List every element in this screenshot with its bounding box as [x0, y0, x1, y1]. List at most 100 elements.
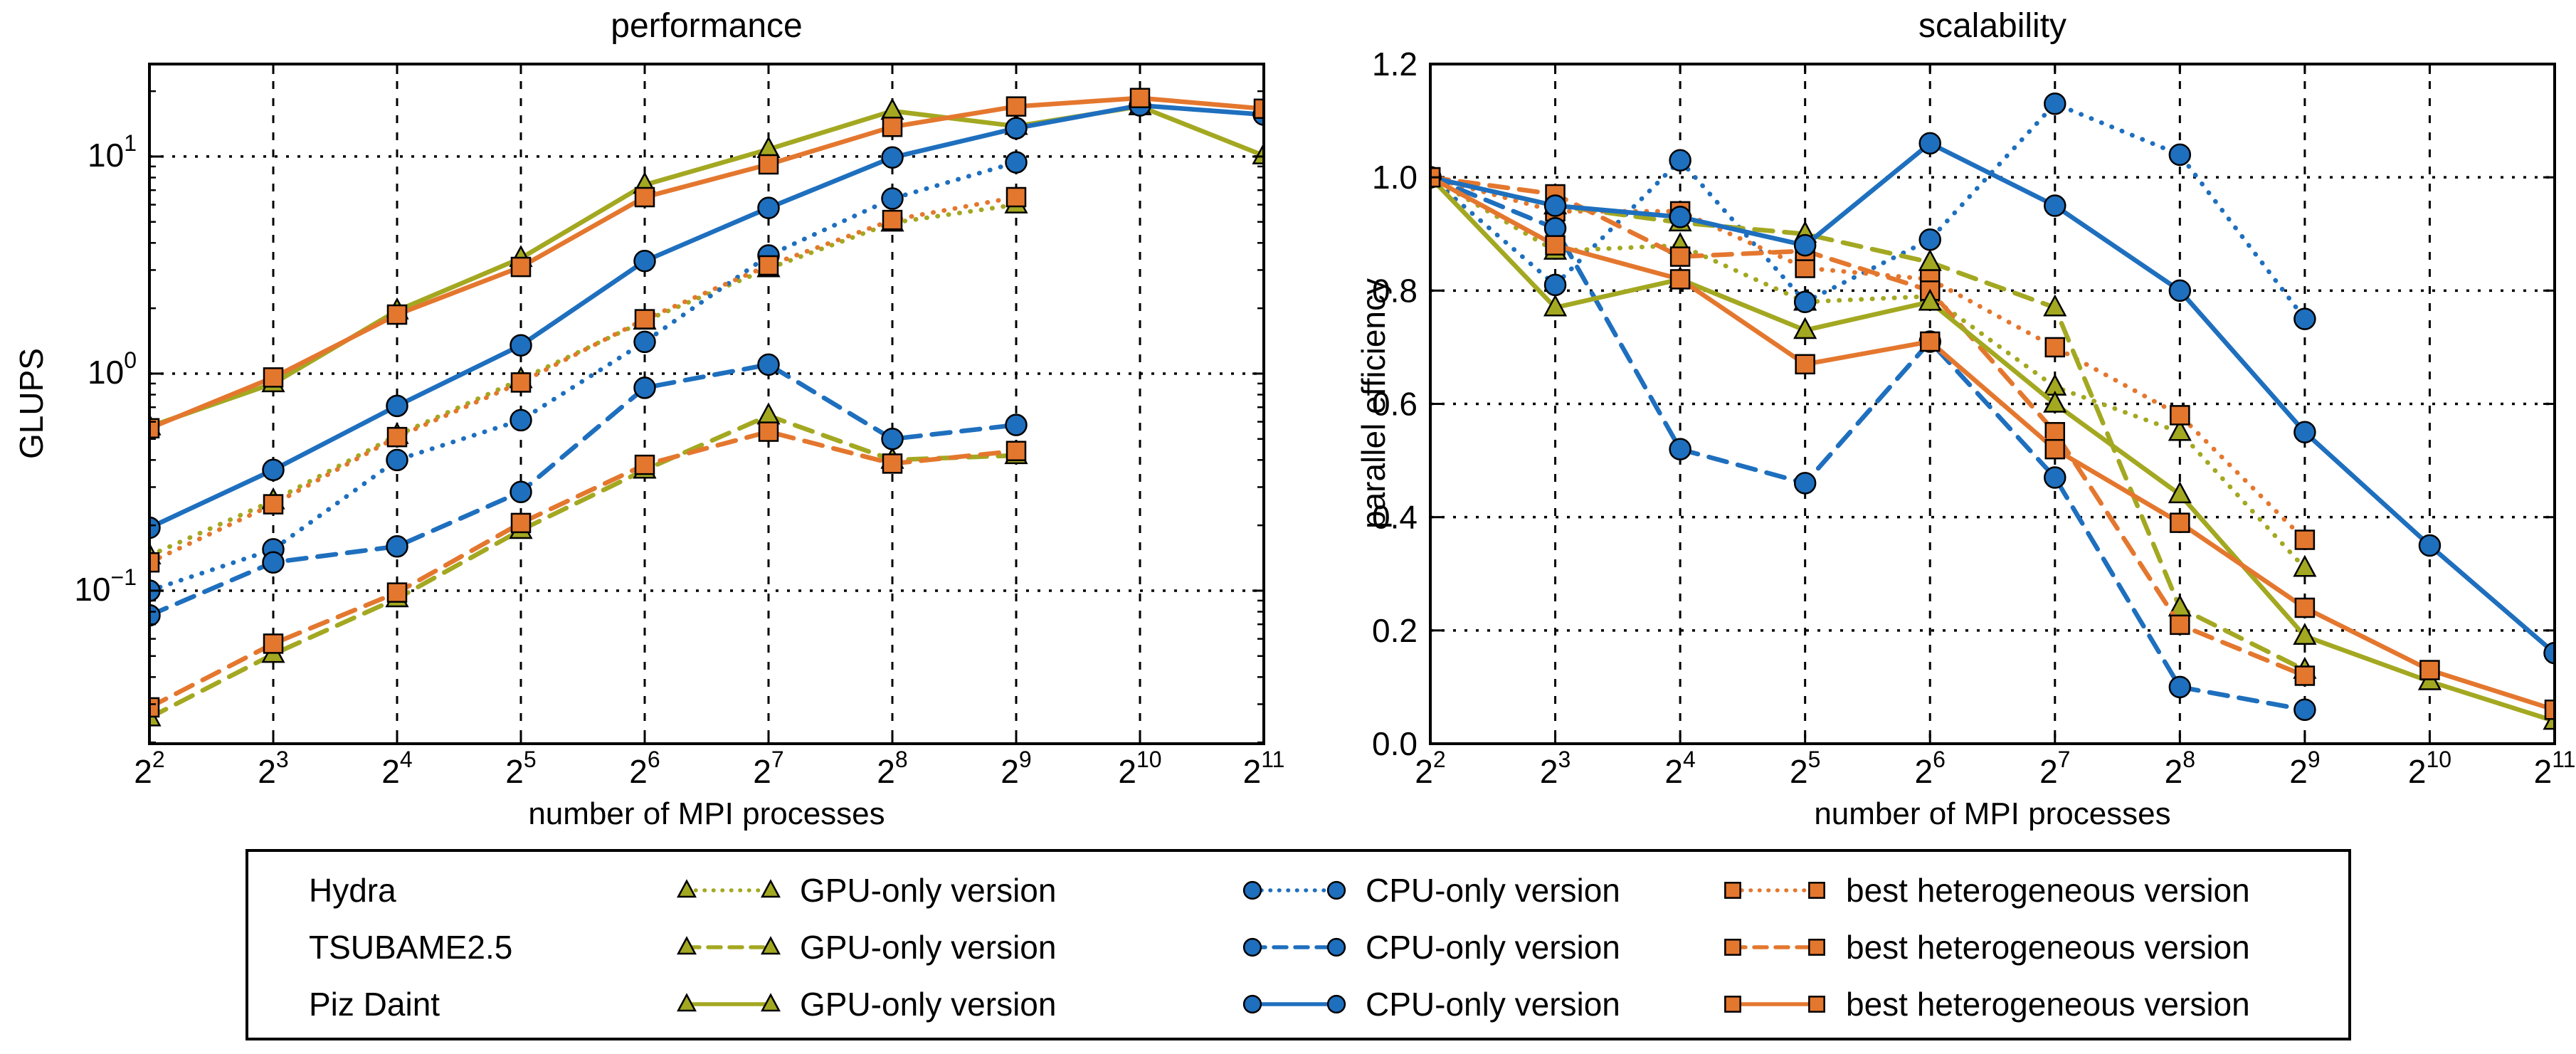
y-tick-label: 1.0	[1372, 159, 1418, 196]
series-line	[149, 413, 1019, 720]
series-line	[1430, 174, 2555, 724]
x-tick-label: 23	[258, 747, 288, 790]
square-marker	[1253, 98, 1264, 120]
circle-marker	[2168, 675, 2192, 699]
square-marker	[2044, 422, 2066, 443]
circle-marker	[149, 516, 161, 539]
legend-swatch-marker	[1326, 994, 1346, 1014]
legend-swatch-hydra-cpu	[1242, 880, 1346, 900]
triangle-marker	[677, 936, 697, 955]
series-pizdaint-gpu	[1430, 164, 2555, 730]
circle-marker	[757, 353, 780, 376]
gridlines	[1429, 64, 2556, 744]
circle-marker	[2044, 466, 2066, 489]
circle-marker	[1242, 937, 1262, 957]
circle-marker	[1543, 273, 1567, 297]
legend-swatch-marker	[677, 879, 697, 898]
y-tick-label: 100	[88, 347, 137, 391]
square-marker	[386, 426, 408, 448]
square-marker	[510, 512, 532, 534]
triangle-marker	[2043, 390, 2067, 413]
circle-marker	[1793, 290, 1817, 313]
circle-marker	[1326, 937, 1346, 957]
performance-plot: performance 22 23 24 25 26 27 28 29 210 211 101 100 1…	[13, 7, 1284, 831]
x-axis-label: number of MPI processes	[528, 796, 885, 831]
x-tick-label: 25	[505, 747, 536, 790]
triangle-marker	[677, 993, 697, 1012]
legend-swatch-marker	[1808, 882, 1825, 899]
legend-swatch-marker	[1326, 937, 1346, 957]
triangle-marker	[1543, 294, 1568, 317]
circle-marker	[1543, 194, 1567, 217]
circle-marker	[386, 534, 408, 558]
legend-swatch-hydra-gpu	[677, 879, 781, 898]
x-tick-label: 26	[1915, 747, 1946, 790]
y-tick-label: 0.2	[1372, 612, 1418, 649]
x-axis-label: number of MPI processes	[1814, 796, 2170, 831]
square-marker	[1919, 331, 1941, 352]
legend-entry-label: CPU-only version	[1366, 872, 1620, 909]
square-marker	[1808, 939, 1825, 956]
triangle-marker	[2168, 481, 2192, 504]
legend-entry-label: GPU-only version	[800, 872, 1057, 909]
x-tick-label: 24	[1664, 747, 1695, 790]
square-marker	[263, 633, 284, 654]
square-marker	[2294, 665, 2316, 686]
legend-swatch-marker	[761, 936, 781, 955]
y-tick-label: 0.0	[1372, 725, 1418, 762]
y-tick-label: 0.8	[1372, 272, 1418, 309]
series-tsubame25-het	[149, 421, 1027, 718]
plot-frame	[1429, 63, 2556, 745]
series-line	[149, 429, 1019, 710]
x-tick-label: 29	[2289, 747, 2320, 790]
series-line	[149, 159, 1019, 594]
square-marker	[386, 304, 408, 325]
square-marker	[1724, 939, 1741, 956]
x-tick-label: 24	[381, 747, 412, 790]
square-marker	[2044, 337, 2066, 358]
circle-marker	[2293, 307, 2316, 330]
triangle-marker	[1918, 288, 1942, 311]
legend-row-hydra: Hydra GPU-only version CPU-only version …	[248, 862, 2348, 919]
chart-title: performance	[611, 7, 802, 45]
legend-swatch-marker	[1242, 937, 1262, 957]
series-pizdaint-het	[1430, 167, 2555, 720]
square-marker	[1724, 996, 1741, 1013]
circle-marker	[2418, 534, 2442, 557]
axis-ticks	[148, 64, 1265, 744]
square-marker	[2170, 614, 2190, 636]
series-line	[149, 102, 1264, 530]
circle-marker	[510, 334, 532, 357]
triangle-marker	[756, 402, 781, 425]
x-tick-label: 210	[2408, 747, 2451, 790]
square-marker	[263, 494, 284, 515]
series-line	[149, 362, 1019, 618]
square-marker	[1669, 269, 1691, 290]
legend-system-label: TSUBAME2.5	[309, 929, 513, 966]
triangle-marker	[677, 879, 697, 898]
legend-swatch-hydra-het	[1724, 882, 1825, 899]
legend-entry-label: GPU-only version	[800, 929, 1057, 966]
series-line	[1430, 174, 2308, 542]
legend-swatch-tsubame-het	[1724, 939, 1825, 956]
square-marker	[1005, 441, 1027, 461]
circle-marker	[1793, 472, 1817, 495]
x-tick-label: 28	[877, 747, 907, 790]
square-marker	[386, 582, 408, 603]
triangle-marker	[1252, 142, 1264, 164]
legend-swatch-pizdaint-cpu	[1242, 994, 1346, 1014]
legend-swatch-tsubame-cpu	[1242, 937, 1346, 957]
square-marker	[2170, 405, 2190, 426]
series-line	[1430, 174, 2555, 712]
square-marker	[1795, 258, 1815, 278]
square-marker	[1724, 882, 1741, 899]
square-marker	[1545, 235, 1566, 255]
legend-entry-label: best heterogeneous version	[1846, 872, 2250, 909]
y-axis-label: GLUPS	[13, 348, 50, 459]
legend-swatch-pizdaint-het	[1724, 996, 1825, 1013]
square-marker	[2544, 700, 2555, 720]
axis-ticks	[1429, 64, 2556, 745]
square-marker	[2170, 512, 2190, 533]
circle-marker	[510, 480, 532, 503]
series-line	[149, 202, 1019, 558]
